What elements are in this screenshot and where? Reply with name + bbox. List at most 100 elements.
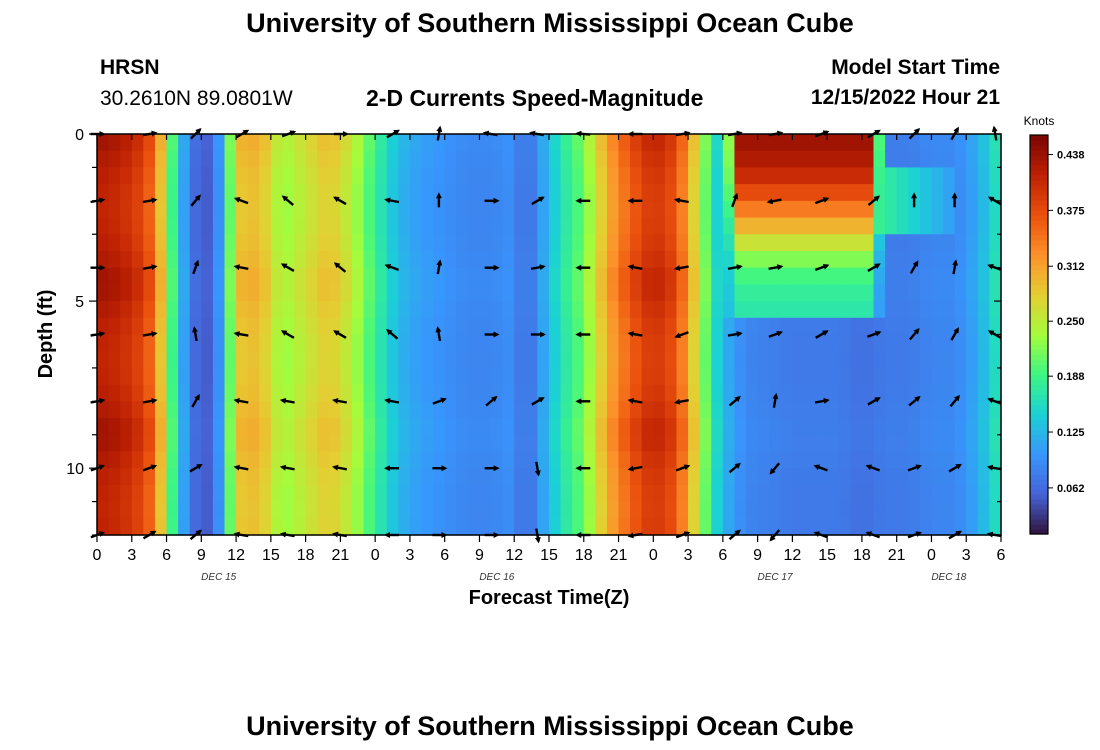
colorbar-segment bbox=[1030, 484, 1048, 490]
heatmap-cell bbox=[641, 134, 654, 152]
heatmap-cell bbox=[885, 501, 898, 519]
heatmap-cell bbox=[664, 250, 678, 269]
colorbar-segment bbox=[1030, 289, 1048, 296]
heatmap-cell bbox=[317, 317, 330, 336]
heatmap-cell bbox=[815, 484, 828, 503]
heatmap-cell bbox=[989, 384, 1002, 402]
heatmap-cell bbox=[722, 401, 736, 419]
heatmap-cell bbox=[178, 434, 191, 453]
heatmap-cell bbox=[722, 167, 736, 185]
heatmap-cell bbox=[757, 501, 770, 519]
heatmap-cell bbox=[421, 484, 434, 503]
heatmap-cell bbox=[827, 401, 840, 419]
heatmap-cell bbox=[896, 418, 909, 436]
heatmap-cell bbox=[433, 217, 446, 235]
heatmap-cell bbox=[572, 468, 585, 486]
heatmap-cell bbox=[595, 284, 608, 302]
heatmap-cell bbox=[838, 401, 851, 419]
heatmap-cell bbox=[305, 451, 318, 469]
heatmap-cell bbox=[757, 234, 770, 252]
heatmap-cell bbox=[989, 200, 1002, 219]
heatmap-cell bbox=[305, 134, 318, 152]
heatmap-cell bbox=[317, 284, 330, 302]
heatmap-cell bbox=[166, 200, 179, 219]
heatmap-cell bbox=[977, 134, 991, 152]
heatmap-cell bbox=[722, 518, 736, 536]
heatmap-cell bbox=[259, 134, 272, 152]
heatmap-cell bbox=[722, 384, 736, 402]
heatmap-cell bbox=[212, 451, 226, 469]
heatmap-cell bbox=[943, 284, 956, 302]
heatmap-cell bbox=[792, 200, 805, 219]
heatmap-cell bbox=[838, 484, 851, 503]
heatmap-cell bbox=[456, 284, 469, 302]
heatmap-cell bbox=[966, 200, 979, 219]
heatmap-cell bbox=[467, 334, 481, 352]
x-tick-label: 3 bbox=[405, 547, 414, 564]
heatmap-cell bbox=[699, 351, 712, 369]
heatmap-cell bbox=[873, 451, 886, 469]
heatmap-cell bbox=[699, 267, 712, 285]
colorbar-segment bbox=[1030, 239, 1048, 246]
heatmap-cell bbox=[618, 401, 631, 419]
heatmap-cell bbox=[943, 384, 956, 402]
heatmap-cell bbox=[873, 367, 886, 386]
heatmap-cell bbox=[154, 401, 168, 419]
heatmap-cell bbox=[919, 184, 933, 202]
heatmap-cell bbox=[606, 267, 620, 285]
heatmap-cell bbox=[363, 367, 376, 386]
colorbar-segment bbox=[1030, 499, 1048, 505]
heatmap-cell bbox=[433, 434, 446, 453]
heatmap-cell bbox=[421, 434, 434, 453]
heatmap-cell bbox=[908, 367, 921, 386]
colorbar-tick-label: 0.188 bbox=[1057, 371, 1085, 383]
heatmap-cell bbox=[537, 484, 550, 503]
heatmap-cell bbox=[444, 434, 457, 453]
colorbar-segment bbox=[1030, 434, 1048, 440]
heatmap-cell bbox=[583, 184, 596, 202]
heatmap-cell bbox=[699, 167, 712, 185]
heatmap-cell bbox=[583, 301, 596, 319]
heatmap-cell bbox=[688, 334, 701, 352]
heatmap-cell bbox=[375, 301, 388, 319]
heatmap-cell bbox=[97, 401, 110, 419]
heatmap-cell bbox=[479, 434, 492, 453]
heatmap-cell bbox=[166, 518, 179, 536]
heatmap-cell bbox=[688, 317, 701, 336]
x-tick-label: 6 bbox=[997, 547, 1006, 564]
heatmap-cell bbox=[572, 484, 585, 503]
heatmap-cell bbox=[711, 401, 724, 419]
heatmap-cell bbox=[803, 234, 817, 252]
heatmap-cell bbox=[236, 284, 249, 302]
heatmap-cell bbox=[850, 184, 863, 202]
heatmap-cell bbox=[641, 484, 654, 503]
heatmap-cell bbox=[943, 301, 956, 319]
heatmap-cell bbox=[908, 401, 921, 419]
heatmap-cell bbox=[838, 317, 851, 336]
heatmap-cell bbox=[653, 284, 666, 302]
heatmap-cell bbox=[966, 317, 979, 336]
heatmap-cell bbox=[328, 434, 341, 453]
heatmap-cell bbox=[236, 150, 249, 169]
heatmap-cell bbox=[456, 234, 469, 252]
current-vector bbox=[908, 395, 921, 407]
heatmap-cell bbox=[676, 434, 689, 453]
heatmap-cell bbox=[166, 217, 179, 235]
heatmap-cell bbox=[236, 267, 249, 285]
heatmap-cell bbox=[549, 200, 562, 219]
heatmap-cell bbox=[525, 401, 539, 419]
heatmap-cell bbox=[757, 301, 770, 319]
heatmap-cell bbox=[294, 501, 307, 519]
heatmap-cell bbox=[433, 267, 446, 285]
heatmap-cell bbox=[885, 401, 898, 419]
heatmap-cell bbox=[236, 418, 249, 436]
heatmap-cell bbox=[456, 401, 469, 419]
heatmap-cell bbox=[351, 234, 365, 252]
heatmap-cell bbox=[120, 184, 133, 202]
heatmap-cell bbox=[201, 518, 214, 536]
heatmap-cell bbox=[514, 334, 527, 352]
heatmap-cell bbox=[792, 484, 805, 503]
heatmap-cell bbox=[189, 518, 202, 536]
heatmap-cell bbox=[572, 418, 585, 436]
heatmap-cell bbox=[97, 150, 110, 169]
